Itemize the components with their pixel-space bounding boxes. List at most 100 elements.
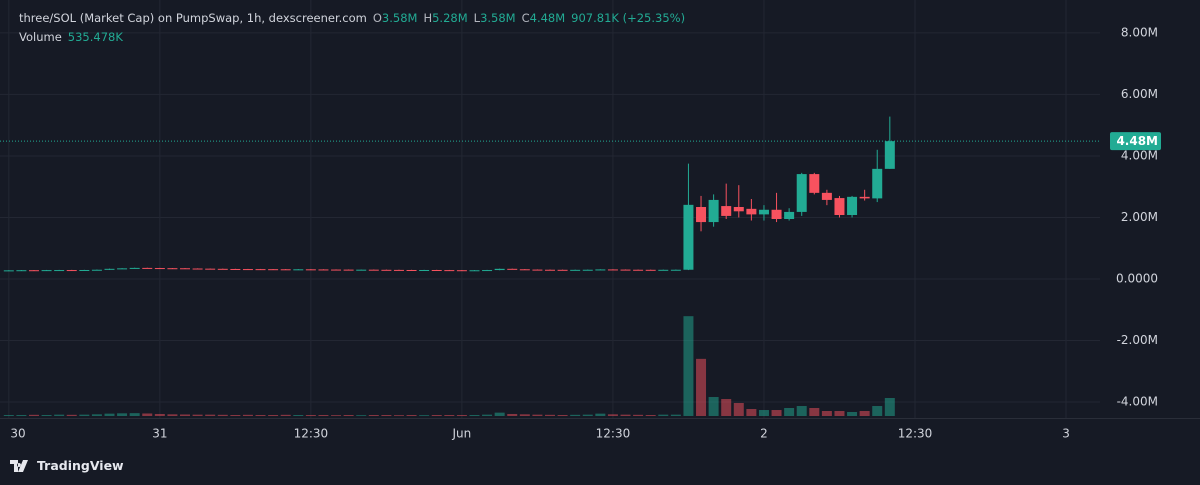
ohlc-item: O 3.58M — [373, 11, 418, 25]
volume-bar — [41, 414, 52, 416]
volume-bar — [91, 414, 102, 416]
volume-bar — [771, 410, 782, 416]
ohlc-value: 5.28M — [432, 11, 468, 25]
candle-body — [393, 269, 404, 271]
volume-bar — [444, 414, 455, 416]
ohlc-legend: O 3.58M H 5.28M L 3.58M C 4.48M — [373, 11, 565, 25]
volume-bar — [884, 398, 895, 416]
y-tick-label: -4.00M — [1117, 395, 1158, 409]
volume-bar — [318, 414, 329, 416]
ohlc-item: C 4.48M — [522, 11, 566, 25]
candle-body — [419, 269, 430, 271]
candle-body — [469, 270, 480, 272]
volume-bar — [733, 402, 744, 416]
ohlc-key: H — [423, 11, 433, 25]
candle-body — [595, 269, 606, 271]
volume-bar — [154, 413, 165, 416]
volume-bar — [809, 408, 820, 416]
volume-bar — [507, 413, 518, 416]
candle-body — [280, 269, 291, 271]
volume-bar — [217, 414, 228, 416]
x-tick-label: Jun — [452, 427, 472, 441]
y-tick-label: 8.00M — [1121, 25, 1158, 39]
candle-body — [54, 270, 65, 272]
candle-body — [570, 269, 581, 271]
candle-body — [91, 269, 102, 271]
candle-body — [620, 269, 631, 271]
candle-body — [607, 269, 618, 271]
candle-body — [658, 269, 669, 271]
volume-bar — [570, 414, 581, 416]
candle-body — [192, 268, 203, 270]
volume-bar — [545, 414, 555, 416]
ohlc-value: 3.58M — [381, 11, 418, 25]
ohlc-key: C — [521, 11, 530, 25]
candle-body — [545, 269, 555, 271]
volume-bar — [469, 414, 480, 416]
volume-bar — [280, 414, 291, 416]
volume-bar — [381, 414, 392, 416]
candle-body — [696, 207, 707, 223]
volume-bar — [696, 358, 707, 416]
candle-body — [41, 270, 52, 272]
volume-bar — [406, 414, 417, 416]
candle-body — [431, 269, 442, 271]
volume-bar — [557, 414, 568, 416]
candle-body — [444, 270, 455, 272]
candle-body — [758, 209, 769, 215]
y-tick-label: 0.0000 — [1116, 271, 1158, 285]
candle-body — [670, 269, 681, 271]
price-layer — [0, 116, 1100, 272]
volume-bar — [721, 399, 732, 416]
candle-body — [494, 268, 505, 271]
volume-bar — [519, 414, 530, 416]
volume-title: Volume — [19, 30, 62, 44]
y-tick-label: -2.00M — [1117, 333, 1158, 347]
last-price-tag — [1110, 132, 1161, 151]
volume-bar — [356, 415, 367, 416]
volume-bar — [419, 415, 430, 416]
candle-body — [633, 269, 644, 271]
volume-bar — [582, 414, 593, 416]
volume-bar — [129, 413, 140, 416]
volume-bar — [532, 414, 543, 416]
candle-body — [129, 267, 140, 269]
candle-body — [28, 270, 39, 272]
candle-body — [821, 192, 832, 200]
y-tick-label: 2.00M — [1121, 210, 1158, 224]
candle-body — [79, 269, 90, 271]
candle-body — [456, 270, 467, 272]
volume-bar — [670, 414, 681, 416]
x-tick-label: 2 — [760, 427, 768, 441]
ohlc-key: O — [372, 11, 382, 25]
volume-bar — [54, 414, 65, 416]
volume-bar — [230, 414, 241, 416]
y-tick-label: 6.00M — [1121, 87, 1158, 101]
volume-bar — [494, 412, 505, 416]
candle-body — [796, 174, 807, 212]
volume-bar — [192, 414, 203, 416]
volume-bar — [305, 414, 316, 416]
volume-bar — [620, 414, 631, 416]
volume-bar — [242, 414, 253, 416]
candle-body — [847, 196, 858, 215]
volume-bar — [758, 410, 769, 416]
candle-body — [872, 168, 883, 199]
volume-bar — [658, 414, 669, 416]
candle-body — [507, 268, 518, 270]
candle-body — [771, 209, 782, 219]
volume-bar — [28, 414, 39, 416]
candle-body — [305, 269, 316, 271]
x-tick-label: 12:30 — [294, 427, 329, 441]
candle-body — [3, 270, 14, 272]
volume-bar — [607, 414, 618, 416]
candle-body — [230, 268, 241, 270]
x-tick-label: 3 — [1062, 427, 1070, 441]
candle-body — [318, 269, 329, 271]
volume-bar — [331, 415, 342, 416]
candle-body — [117, 268, 128, 270]
candle-body — [582, 269, 593, 271]
volume-layer — [3, 316, 895, 416]
candle-body — [356, 269, 367, 271]
